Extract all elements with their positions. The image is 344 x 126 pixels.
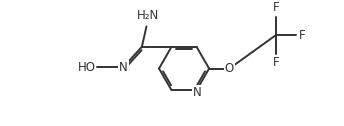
Text: F: F bbox=[272, 1, 279, 14]
Text: O: O bbox=[225, 62, 234, 75]
Text: N: N bbox=[119, 61, 128, 74]
Text: H₂N: H₂N bbox=[137, 9, 160, 22]
Text: N: N bbox=[193, 86, 202, 99]
Text: F: F bbox=[299, 29, 306, 42]
Text: HO: HO bbox=[77, 61, 96, 74]
Text: F: F bbox=[272, 56, 279, 69]
